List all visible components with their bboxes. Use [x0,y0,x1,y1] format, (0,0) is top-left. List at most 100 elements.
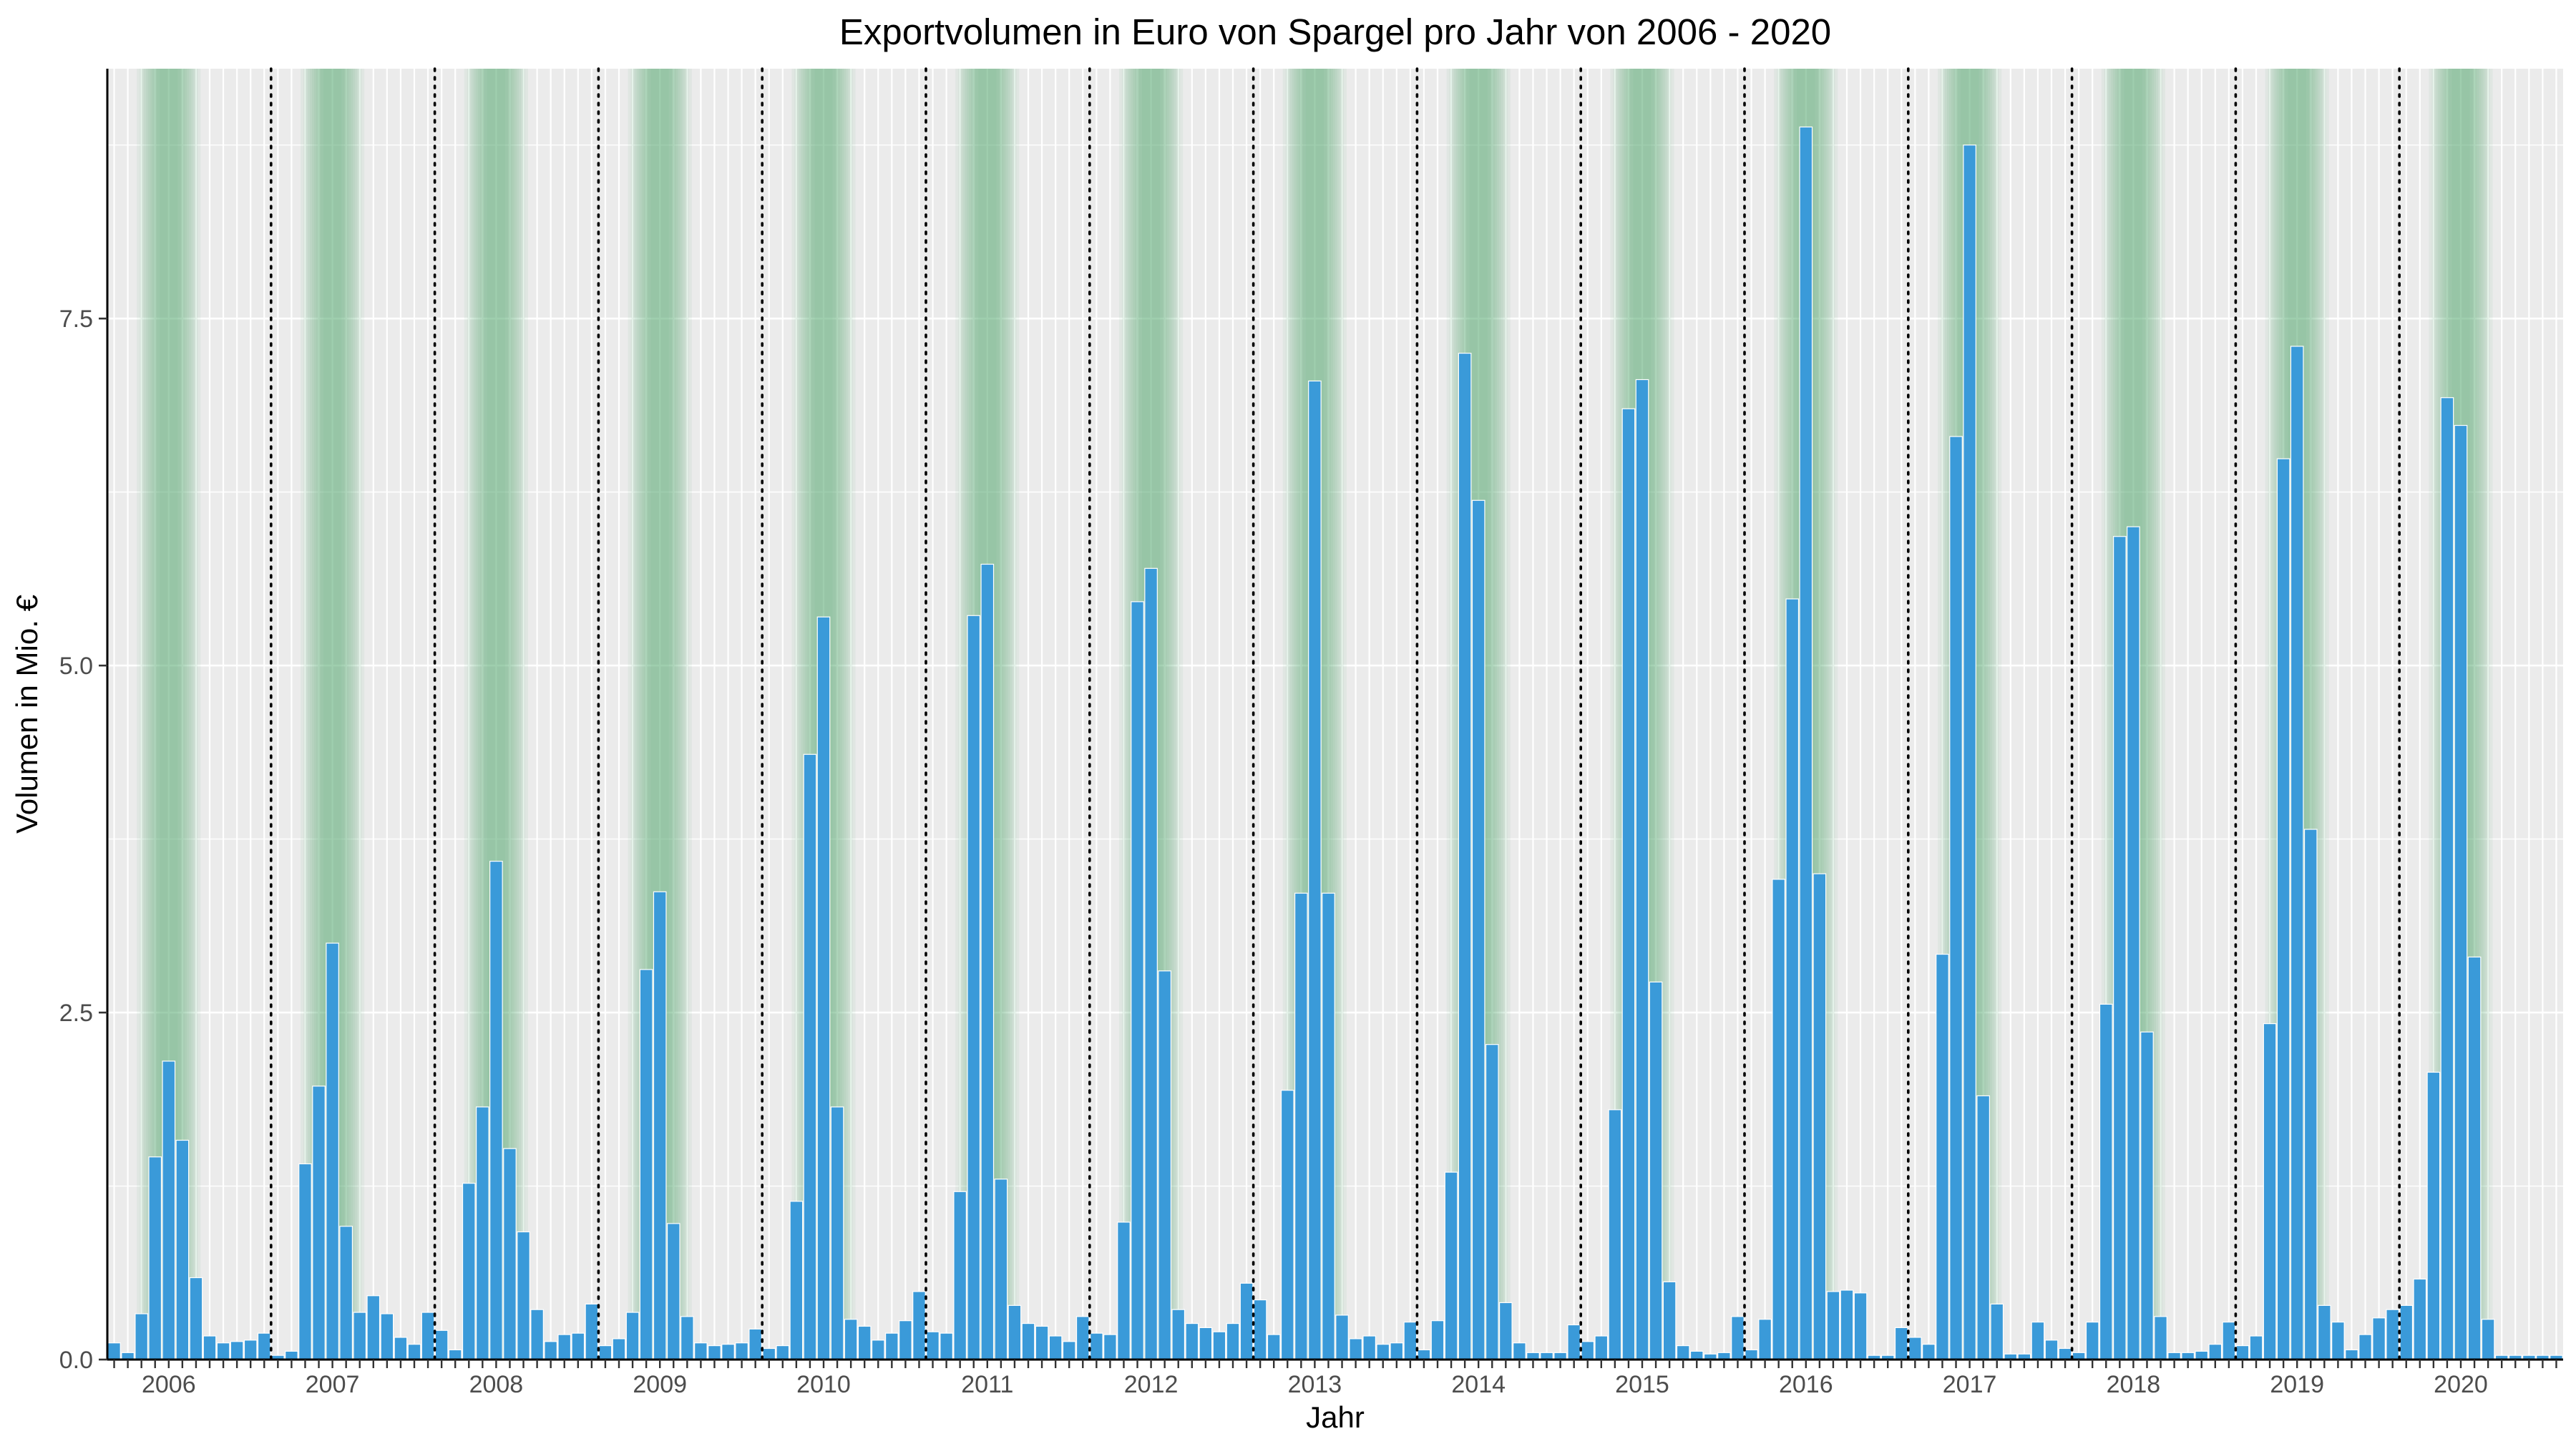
bar-2009-m7 [680,1316,694,1360]
bar-2007-m5 [326,942,339,1360]
x-tick-label-year: 2009 [633,1371,687,1398]
bar-2009-m12 [748,1328,763,1360]
bar-2008-m6 [503,1148,517,1360]
bar-2012-m9 [1199,1327,1213,1360]
bar-2013-m8 [1349,1338,1362,1360]
bar-2006-m1 [107,1342,121,1360]
bar-2009-m6 [666,1223,680,1360]
bar-2014-m8 [1513,1342,1526,1360]
bar-2011-m5 [980,563,995,1360]
bar-2018-m2 [2085,1322,2099,1360]
bar-2011-m11 [1062,1341,1076,1360]
bar-2015-m2 [1594,1335,1609,1360]
plot-panel [107,69,2563,1360]
bar-2017-m11 [2044,1340,2059,1360]
bar-2017-m4 [1949,436,1963,1360]
bar-2019-m12 [2386,1309,2400,1360]
x-ticks: 2006 2007 2008 2009 2010 2011 2012 2013 2014 2015… [113,1360,2557,1398]
bar-2017-m2 [1922,1344,1936,1360]
bar-2014-m3 [1444,1171,1458,1360]
bar-2006-m5 [162,1060,176,1360]
bar-2020-m5 [2454,424,2468,1360]
bar-2019-m5 [2290,346,2304,1360]
bar-2013-m1 [1253,1299,1267,1360]
bar-2018-m7 [2154,1316,2167,1360]
bar-2016-m1 [1745,1349,1758,1360]
bar-2018-m6 [2140,1031,2154,1360]
bar-2012-m11 [1226,1322,1240,1360]
bar-2016-m8 [1840,1289,1854,1360]
bar-2007-m4 [312,1085,326,1360]
bar-2016-m12 [1894,1327,1908,1360]
bar-2013-m3 [1280,1090,1294,1360]
bar-2012-m2 [1103,1334,1117,1360]
x-tick-label-year: 2017 [1943,1371,1997,1398]
bar-2014-m12 [1567,1324,1581,1360]
bar-2010-m11 [899,1320,912,1360]
bar-2008-m8 [530,1309,544,1360]
bar-2013-m5 [1308,380,1322,1360]
bar-2018-m4 [2113,536,2127,1360]
bar-2008-m12 [585,1303,599,1360]
bar-2015-m12 [1731,1316,1745,1360]
bar-2016-m6 [1813,873,1827,1360]
bar-2010-m2 [776,1345,790,1360]
bar-2009-m9 [708,1345,721,1360]
bar-2018-m3 [2099,1003,2113,1360]
y-ticks: 0.0 2.5 5.0 7.5 [59,306,107,1374]
bar-2016-m2 [1758,1319,1772,1360]
bar-2006-m9 [216,1342,230,1360]
bar-2016-m7 [1826,1291,1840,1360]
bar-2012-m1 [1089,1332,1103,1360]
bar-2010-m6 [830,1106,844,1360]
year-separators [269,67,2401,1361]
bar-2012-m12 [1239,1282,1254,1360]
bar-2006-m6 [175,1139,190,1360]
bar-2019-m2 [2249,1335,2263,1360]
bar-2007-m11 [407,1344,421,1360]
bar-2013-m9 [1362,1335,1377,1360]
bar-2010-m1 [762,1347,776,1360]
bar-2012-m5 [1144,567,1158,1360]
bar-2006-m12 [257,1332,271,1360]
bar-2008-m10 [557,1334,572,1360]
x-axis-title: Jahr [1306,1400,1365,1434]
bar-2009-m3 [625,1312,640,1360]
bar-2009-m8 [694,1342,708,1360]
bar-2018-m5 [2127,526,2140,1360]
bar-2017-m12 [2058,1347,2072,1360]
bar-2011-m2 [940,1332,953,1360]
bar-2020-m3 [2426,1071,2441,1360]
bar-2012-m7 [1171,1309,1186,1360]
bar-2013-m6 [1322,892,1335,1360]
bar-2019-m8 [2331,1322,2345,1360]
bar-2012-m10 [1212,1331,1226,1360]
bar-2019-m6 [2303,829,2318,1360]
bar-2008-m1 [434,1330,449,1360]
bar-2015-m7 [1662,1281,1677,1360]
bar-2009-m11 [735,1342,748,1360]
bar-2011-m10 [1048,1335,1063,1360]
bar-2008-m7 [517,1231,530,1360]
bar-2012-m3 [1117,1221,1131,1360]
bar-2020-m2 [2413,1278,2427,1360]
bar-2018-m11 [2208,1344,2223,1360]
bar-2014-m1 [1417,1349,1431,1360]
bar-2012-m4 [1131,601,1144,1360]
bar-2018-m12 [2222,1322,2236,1360]
y-tick-label: 5.0 [59,653,93,680]
x-tick-label-year: 2011 [961,1371,1013,1398]
bar-2007-m9 [380,1313,394,1360]
bar-2014-m4 [1458,353,1472,1360]
bar-2013-m11 [1390,1342,1404,1360]
bar-2017-m1 [1908,1337,1922,1360]
bar-2010-m3 [789,1201,804,1360]
bar-2006-m3 [135,1313,149,1360]
bar-2015-m9 [1689,1350,1704,1360]
bar-2007-m2 [285,1350,298,1360]
bar-2011-m12 [1075,1316,1090,1360]
bar-2017-m7 [1990,1303,2004,1360]
bar-2016-m3 [1772,879,1786,1360]
bar-2011-m7 [1008,1304,1022,1360]
